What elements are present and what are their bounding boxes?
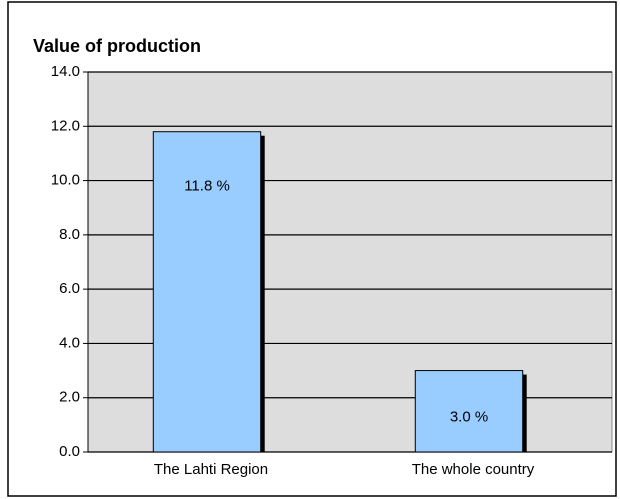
y-tick-label: 8.0: [59, 226, 80, 243]
y-tick-label: 14.0: [51, 63, 80, 80]
y-tick-label: 2.0: [59, 389, 80, 406]
bar: [152, 131, 262, 453]
x-tick-label: The Lahti Region: [154, 461, 268, 478]
value-label: 11.8 %: [184, 178, 230, 195]
x-tick-label: The whole country: [412, 461, 535, 478]
bar: [414, 370, 524, 453]
y-tick-label: 0.0: [59, 443, 80, 460]
y-tick-label: 10.0: [51, 172, 80, 189]
value-label: 3.0 %: [450, 408, 488, 425]
y-tick-label: 4.0: [59, 334, 80, 351]
y-tick-label: 12.0: [51, 117, 80, 134]
y-tick-label: 6.0: [59, 280, 80, 297]
chart-title: Value of production: [33, 36, 201, 56]
